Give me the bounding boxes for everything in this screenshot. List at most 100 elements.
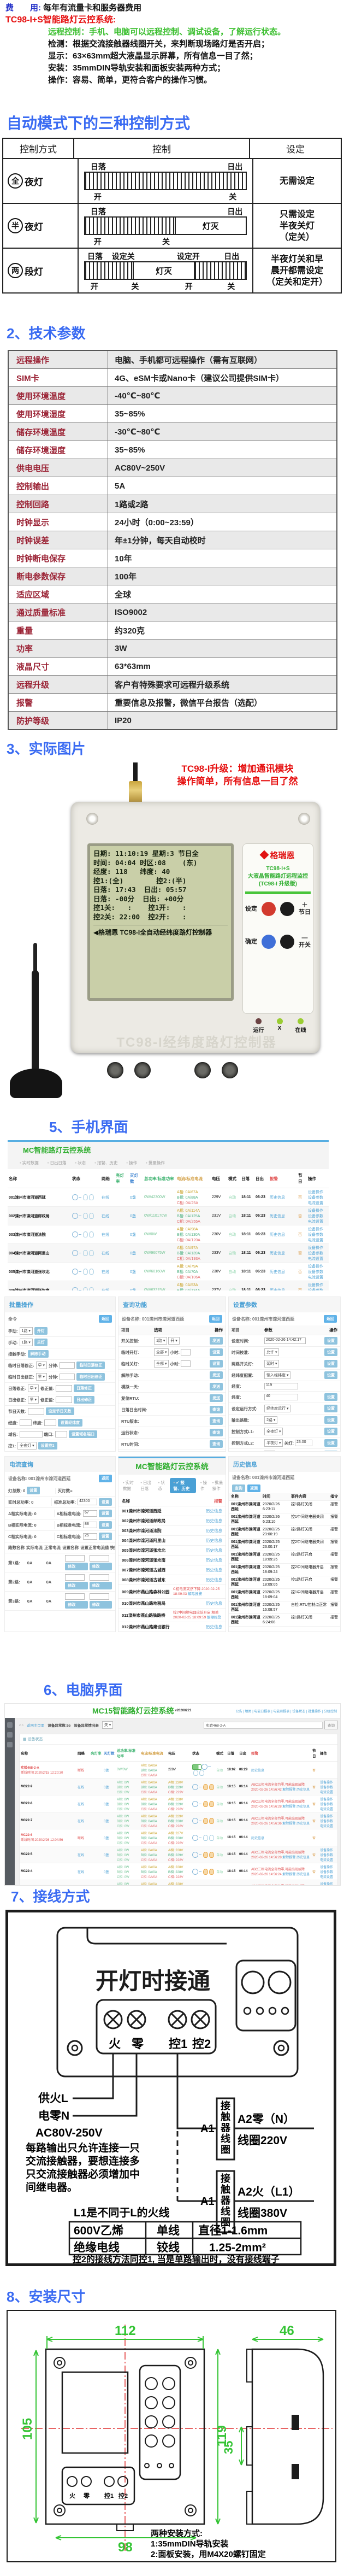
dropdown[interactable]: 延时 ▾ [264, 1360, 280, 1368]
text-input[interactable]: 00 [291, 1451, 304, 1452]
history-link[interactable]: 历史信息 [206, 1509, 222, 1513]
text-input[interactable]: 119 [264, 1383, 298, 1389]
back-button[interactable]: 返回 [247, 1484, 260, 1492]
action-button[interactable]: 设置 [324, 1428, 337, 1435]
op-link[interactable]: 电流设置 [308, 1238, 323, 1242]
nav-item[interactable]: 实时数据 [20, 1160, 39, 1166]
op-link[interactable]: 设备参数 [320, 1820, 334, 1823]
dropdown[interactable]: 早 ▾ [264, 1451, 275, 1452]
history-link[interactable]: 历史信息 [270, 1195, 285, 1200]
action-button[interactable]: 解除手动 [27, 1350, 49, 1358]
dropdown[interactable]: 全夜灯 ▾ [17, 1442, 37, 1450]
nav-item[interactable]: 日出日落 [48, 1160, 66, 1166]
op-link[interactable]: 设备参数 [308, 1270, 323, 1274]
op-link[interactable]: 设备参数 [308, 1233, 323, 1237]
text-input[interactable]: 42300 [78, 1499, 97, 1505]
text-input[interactable] [89, 1574, 109, 1581]
action-button[interactable]: 设置 [99, 1498, 112, 1506]
action-button[interactable]: 开灯 [34, 1327, 48, 1335]
dropdown[interactable]: 经纬度运行 ▾ [264, 1405, 291, 1412]
action-button[interactable]: 设置 [324, 1416, 337, 1424]
action-button[interactable]: 设定节日天数 [45, 1407, 74, 1415]
op-link[interactable]: 设备操作 [320, 1815, 334, 1818]
op-link[interactable]: 设备参数 [320, 1786, 334, 1789]
back-button[interactable]: 返回 [99, 1475, 112, 1482]
dropdown[interactable]: 早 ▾ [35, 1362, 47, 1369]
crumb-home[interactable]: 返回主页面 [26, 1724, 45, 1728]
list-icon[interactable] [7, 1732, 13, 1738]
text-input[interactable] [27, 1408, 44, 1415]
op-link[interactable]: 设备操作 [308, 1190, 323, 1194]
history-link[interactable]: 历史信息 [270, 1214, 285, 1218]
op-link[interactable]: 设备操作 [320, 1781, 334, 1785]
nav-item[interactable]: 批量操作 [146, 1160, 165, 1166]
history-link[interactable]: 历史信息 [206, 1558, 222, 1563]
action-button[interactable]: 设置 [324, 1451, 337, 1452]
text-input[interactable] [89, 1555, 109, 1562]
nav-item[interactable]: 状态 [158, 1480, 166, 1492]
text-input[interactable]: 40 [264, 1394, 298, 1400]
action-button[interactable]: 发送 [210, 1371, 223, 1379]
dropdown[interactable]: 全部 ▾ [154, 1348, 169, 1356]
text-input[interactable] [55, 1431, 67, 1437]
history-link[interactable]: 历史信息 [295, 1805, 310, 1809]
dropdown[interactable]: 早 ▾ [27, 1396, 39, 1404]
op-link[interactable]: 设备操作 [320, 1882, 334, 1886]
clear-alarm-link[interactable]: 解除报警 [188, 1592, 203, 1596]
network-status[interactable]: 在线 [102, 1233, 109, 1237]
text-input[interactable] [65, 1555, 85, 1562]
dropdown[interactable]: 开 ▾ [168, 1337, 180, 1345]
modify-button[interactable]: 修改 [89, 1601, 112, 1609]
modify-button[interactable]: 修改 [89, 1563, 112, 1570]
history-link[interactable]: 历史信息 [206, 1624, 222, 1629]
text-input[interactable]: 88 [83, 1522, 97, 1528]
op-link[interactable]: 设备操作 [308, 1246, 323, 1250]
text-input[interactable]: 23:00 [294, 1440, 312, 1446]
action-button[interactable]: 设置 [324, 1393, 337, 1401]
dropdown[interactable]: 早 ▾ [35, 1373, 47, 1381]
network-status[interactable]: 在线 [78, 1786, 85, 1789]
search-input[interactable]: 实验468-2-A [204, 1721, 323, 1729]
history-link[interactable]: 历史信息 [206, 1577, 222, 1582]
op-link[interactable]: 设备参数 [320, 1853, 334, 1857]
op-link[interactable]: 设备参数 [308, 1288, 323, 1291]
text-input[interactable] [89, 1593, 109, 1600]
network-status[interactable]: 在线 [102, 1251, 109, 1255]
history-link[interactable]: 历史信息 [206, 1548, 222, 1553]
action-button[interactable]: 临时日出修正 [76, 1373, 105, 1381]
network-status[interactable]: 断线 [78, 1836, 85, 1840]
op-link[interactable]: 设备操作 [308, 1283, 323, 1287]
modify-button[interactable]: 修改 [65, 1582, 88, 1589]
op-link[interactable]: 设备操作 [320, 1865, 334, 1869]
action-button[interactable]: 设置经纬度 [58, 1419, 82, 1427]
action-button[interactable]: 设置 [99, 1510, 112, 1517]
history-link[interactable]: 历史信息 [206, 1568, 222, 1572]
action-button[interactable]: 设置域名端口 [69, 1430, 97, 1438]
op-link[interactable]: 电流设置 [320, 1858, 334, 1862]
holiday-button[interactable] [280, 902, 294, 916]
dropdown[interactable]: 输入经纬度 ▾ [264, 1371, 291, 1379]
history-link[interactable]: 历史信息 [295, 1822, 310, 1826]
action-button[interactable]: 设置 [324, 1360, 337, 1368]
nav-item[interactable]: 日出日落 [140, 1480, 153, 1492]
action-button[interactable]: 查询 [210, 1417, 223, 1425]
network-status[interactable]: 在线 [78, 1870, 85, 1874]
network-status[interactable]: 在线 [78, 1820, 85, 1823]
history-link[interactable]: 历史信息 [295, 1873, 310, 1876]
action-button[interactable]: 设置 [324, 1371, 337, 1379]
op-link[interactable]: 电流设置 [320, 1875, 334, 1879]
clear-alarm-link[interactable]: 解除报警 [282, 1805, 296, 1809]
dropdown[interactable]: 1路 ▾ [19, 1339, 33, 1346]
clear-alarm-link[interactable]: 解除报警 [282, 1856, 296, 1859]
nav-item[interactable]: 批量操作 [212, 1480, 226, 1492]
history-link[interactable]: 历史信息 [295, 1856, 310, 1859]
op-link[interactable]: 设备参数 [308, 1251, 323, 1255]
text-input[interactable] [65, 1574, 85, 1581]
pc-top-links[interactable]: 公告 | 地图 | 电能日报表 | 电能月报表 | 设备状态 | 批量操作 | … [235, 1710, 337, 1714]
text-input[interactable]: 67 [83, 1510, 97, 1517]
nav-item[interactable]: 状态 [75, 1160, 86, 1166]
text-input[interactable]: 2020-02-26 14:42:17 [264, 1337, 306, 1344]
set-button[interactable] [262, 902, 276, 916]
action-button[interactable]: 设置 [324, 1337, 337, 1345]
modify-button[interactable]: 修改 [89, 1582, 112, 1589]
